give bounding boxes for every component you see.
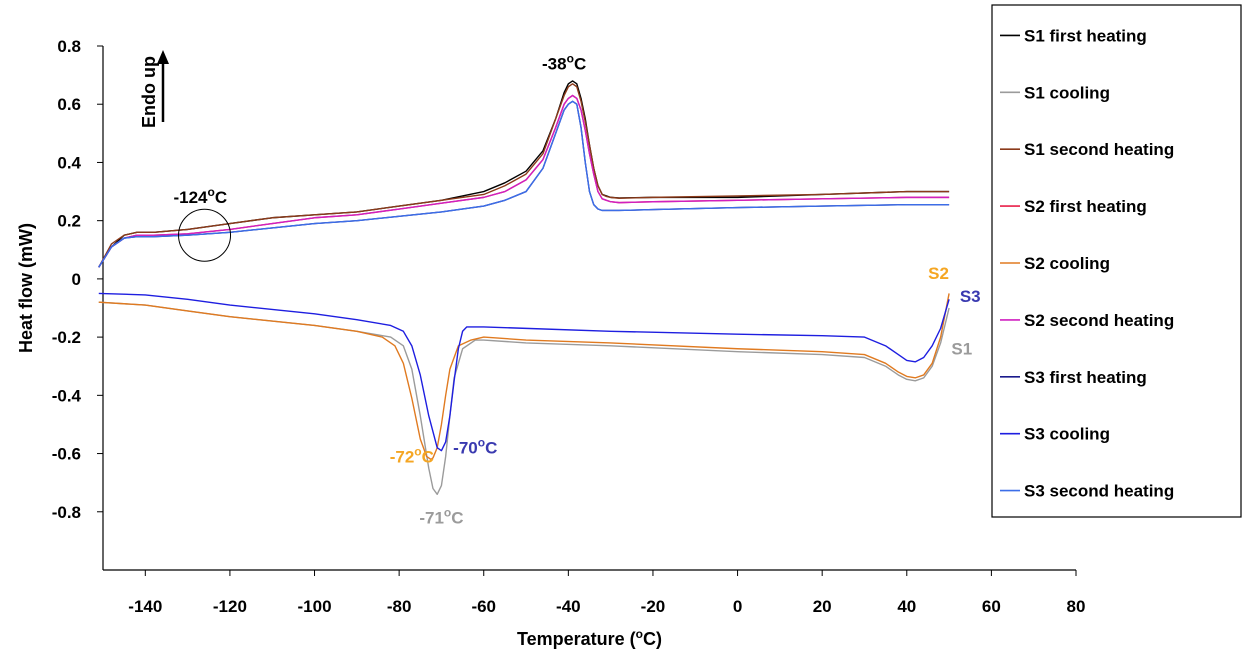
legend-box: [991, 4, 1242, 518]
y-tick-label: 0: [72, 270, 81, 289]
x-tick-label: -40: [556, 597, 581, 616]
x-tick-label: -120: [213, 597, 247, 616]
series-line-1: [98, 80, 950, 268]
y-tick-label: -0.8: [52, 503, 81, 522]
legend-entry: S2 first heating: [1024, 197, 1147, 216]
axis-titles: Temperature (oC) Heat flow (mW) Endo up: [16, 50, 662, 649]
x-tick-label: 0: [733, 597, 742, 616]
legend-entry: S1 first heating: [1024, 26, 1147, 45]
annotation-ann-s3: S3: [960, 287, 981, 306]
x-axis-title: Temperature (oC): [517, 627, 662, 649]
legend: S1 first heating S1 cooling S1 second heat…: [991, 4, 1242, 518]
axes: [97, 45, 1077, 576]
legend-entry: S2 cooling: [1024, 254, 1110, 273]
legend-entry: S3 first heating: [1024, 368, 1147, 387]
legend-entry: S1 cooling: [1024, 83, 1110, 102]
series-line-5: [98, 293, 950, 461]
y-axis-title: Heat flow (mW): [16, 223, 36, 353]
endo-up-arrow-head: [157, 50, 169, 64]
y-tick-label: -0.4: [52, 386, 82, 405]
x-tick-label: -140: [128, 597, 162, 616]
annotation-ann-m72: -72oC: [390, 444, 434, 466]
legend-entry: S2 second heating: [1024, 311, 1174, 330]
series-line-9: [98, 100, 950, 268]
annotations: -38oC -124oC -72oC -70oC -71oC S2 S3 S1: [173, 51, 980, 527]
x-tick-label: -100: [298, 597, 332, 616]
legend-entry: S1 second heating: [1024, 140, 1174, 159]
series-line-8: [98, 292, 950, 452]
annotation-ann-m38: -38oC: [542, 51, 586, 73]
annotation-ann-s1: S1: [951, 340, 972, 359]
series-line-2: [98, 301, 950, 496]
series-line-7: [98, 100, 950, 268]
series-line-6: [98, 94, 950, 268]
annotation-ann-s2: S2: [928, 264, 949, 283]
annotation-ann-m124: -124oC: [173, 185, 227, 207]
x-tick-label: -20: [641, 597, 666, 616]
legend-entry: S3 cooling: [1024, 425, 1110, 444]
y-tick-label: 0.4: [57, 153, 81, 172]
circle-marker: [178, 208, 232, 262]
x-tick-label: 60: [982, 597, 1001, 616]
y-tick-label: -0.6: [52, 445, 81, 464]
annotation-ann-m70: -70oC: [453, 436, 497, 458]
y-tick-label: 0.8: [57, 37, 81, 56]
series-line-3: [98, 83, 950, 268]
tick-labels: 0.8 0.6 0.4 0.2 0 -0.2 -0.4 -0.6 -0.8 -140 -120 -10…: [52, 37, 1086, 616]
annotation-ann-m71: -71oC: [419, 505, 463, 527]
x-tick-label: 40: [897, 597, 916, 616]
y-tick-label: -0.2: [52, 328, 81, 347]
legend-entry: S3 second heating: [1024, 482, 1174, 501]
x-tick-label: 20: [813, 597, 832, 616]
y-tick-label: 0.2: [57, 212, 81, 231]
x-tick-label: -60: [471, 597, 496, 616]
series-lines: [98, 80, 950, 496]
y-tick-label: 0.6: [57, 95, 81, 114]
endo-up-label: Endo up: [139, 56, 159, 128]
x-tick-label: -80: [387, 597, 412, 616]
x-tick-label: 80: [1067, 597, 1086, 616]
